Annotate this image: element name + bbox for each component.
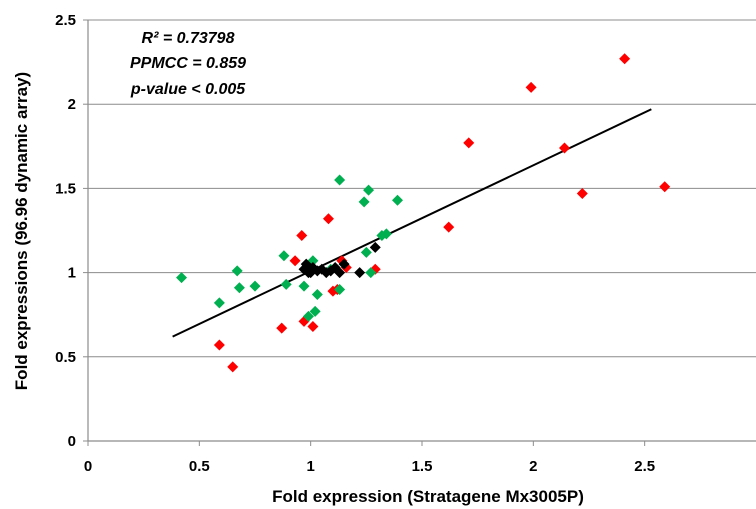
y-tick-label: 0 (68, 433, 76, 450)
trendline-line (172, 108, 652, 338)
data-point-series-1 (311, 288, 323, 300)
data-point-series-0 (443, 221, 455, 233)
data-point-series-1 (278, 250, 290, 262)
data-point-series-1 (280, 278, 292, 290)
data-point-series-0 (307, 320, 319, 332)
y-tick-label: 1.5 (55, 180, 76, 197)
data-point-series-1 (249, 280, 261, 292)
data-point-series-0 (276, 322, 288, 334)
data-point-series-1 (231, 265, 243, 277)
trendline (172, 108, 652, 338)
data-point-series-1 (233, 282, 245, 294)
data-point-series-1 (334, 283, 346, 295)
y-tick-label: 1 (68, 265, 76, 282)
data-point-series-0 (576, 187, 588, 199)
x-tick-label: 0.5 (189, 458, 210, 475)
data-point-series-1 (176, 272, 188, 284)
x-tick-label: 0 (84, 458, 92, 475)
data-point-series-1 (392, 194, 404, 206)
x-tick-label: 2.5 (634, 458, 655, 475)
x-tick-label: 2 (529, 458, 537, 475)
data-point-series-0 (227, 361, 239, 373)
data-point-series-2 (334, 267, 346, 279)
data-point-series-0 (659, 181, 671, 193)
data-point-series-1 (365, 267, 377, 279)
data-point-series-2 (369, 241, 381, 253)
axes (83, 19, 756, 446)
y-tick-label: 2.5 (55, 12, 76, 29)
annotation-p-value: p-value < 0.005 (130, 81, 246, 98)
annotation-ppmcc: PPMCC = 0.859 (130, 55, 246, 72)
data-point-series-1 (302, 310, 314, 322)
data-point-series-0 (289, 255, 301, 267)
data-point-series-2 (338, 258, 350, 270)
data-point-series-1 (309, 305, 321, 317)
data-point-series-1 (380, 228, 392, 240)
data-point-series-0 (619, 53, 631, 65)
tick-labels: 0 0.5 1 1.5 2 2.5 0 0.5 1 1.5 2 2.5 (55, 12, 655, 475)
data-point-series-1 (363, 184, 375, 196)
data-point-series-0 (463, 137, 475, 149)
y-tick-label: 2 (68, 96, 76, 113)
data-point-series-0 (322, 213, 334, 225)
y-axis-title: Fold expressions (96.96 dynamic array) (12, 72, 31, 390)
data-point-series-2 (354, 267, 366, 279)
data-point-series-1 (334, 174, 346, 186)
y-tick-label: 0.5 (55, 349, 76, 366)
data-point-series-1 (298, 280, 310, 292)
data-points (176, 53, 671, 373)
x-axis-title: Fold expression (Stratagene Mx3005P) (272, 487, 584, 506)
data-point-series-0 (213, 339, 225, 351)
data-point-series-1 (213, 297, 225, 309)
data-point-series-0 (525, 81, 537, 93)
x-tick-label: 1.5 (412, 458, 433, 475)
data-point-series-1 (358, 196, 370, 208)
grid-lines (88, 19, 756, 358)
data-point-series-0 (559, 142, 571, 154)
x-tick-label: 1 (306, 458, 314, 475)
data-point-series-2 (302, 267, 314, 279)
data-point-series-1 (360, 246, 372, 258)
annotation-r-squared: R² = 0.73798 (142, 30, 235, 47)
data-point-series-0 (296, 230, 308, 242)
